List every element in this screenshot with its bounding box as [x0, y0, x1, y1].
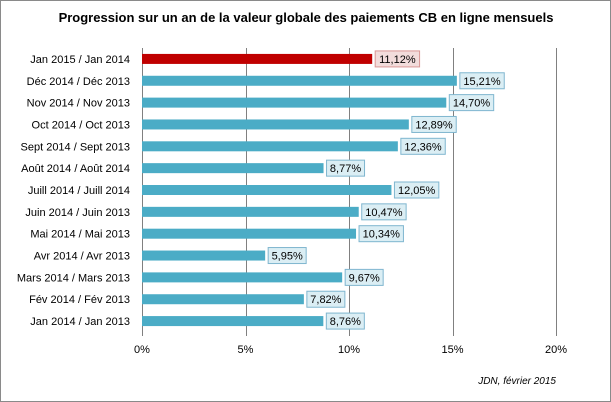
- category-label: Sept 2014 / Sept 2013: [21, 141, 130, 153]
- bar-4: [142, 141, 398, 152]
- category-label: Mai 2014 / Mai 2013: [30, 229, 130, 241]
- data-label: 8,77%: [330, 163, 361, 175]
- category-label: Oct 2014 / Oct 2013: [32, 119, 130, 131]
- data-label: 10,34%: [363, 229, 401, 241]
- data-label: 8,76%: [330, 316, 361, 328]
- data-label: 12,36%: [404, 141, 442, 153]
- category-label: Fév 2014 / Fév 2013: [29, 294, 130, 306]
- data-label-box: [374, 50, 421, 68]
- data-label: 14,70%: [453, 98, 491, 110]
- data-label: 9,67%: [349, 272, 380, 284]
- category-labels: Jan 2015 / Jan 2014 Déc 2014 / Déc 2013 No…: [17, 54, 130, 328]
- category-label: Déc 2014 / Déc 2013: [27, 76, 130, 88]
- data-label-box: [344, 268, 384, 286]
- bar-11: [142, 294, 304, 305]
- bar-1: [142, 75, 457, 86]
- data-label: 11,12%: [379, 54, 416, 66]
- data-label: 5,95%: [272, 251, 303, 263]
- category-label: Juin 2014 / Juin 2013: [25, 207, 130, 219]
- x-axis-ticks: 0% 5% 10% 15% 20%: [134, 344, 567, 356]
- data-label-box: [325, 312, 365, 330]
- data-label: 12,05%: [398, 185, 436, 197]
- source-note: JDN, février 2015: [477, 376, 556, 387]
- bar-0: [142, 53, 373, 64]
- bar-9: [142, 250, 266, 261]
- data-label-box: [448, 94, 495, 112]
- data-label: 15,21%: [463, 76, 501, 88]
- category-label: Avr 2014 / Avr 2013: [34, 251, 130, 263]
- data-label: 10,47%: [365, 207, 403, 219]
- data-label-box: [411, 115, 457, 133]
- data-label: 12,89%: [415, 119, 453, 131]
- x-tick-label: 0%: [134, 344, 150, 356]
- bars: [142, 53, 457, 327]
- bar-7: [142, 206, 359, 217]
- data-label-box: [393, 181, 440, 199]
- category-label: Jan 2014 / Jan 2013: [30, 316, 130, 328]
- data-labels: 11,12% 15,21% 14,70%12,89% 12,36% 8,77% 12,05…: [267, 50, 505, 330]
- data-label-box: [326, 159, 366, 177]
- chart-title: Progression sur un an de la valeur globa…: [59, 10, 554, 25]
- data-label: 7,82%: [310, 294, 341, 306]
- bar-3: [142, 119, 409, 130]
- data-label-box: [361, 203, 407, 221]
- data-label-box: [267, 247, 307, 265]
- category-label: Juill 2014 / Juill 2014: [28, 185, 130, 197]
- category-label: Jan 2015 / Jan 2014: [30, 54, 130, 66]
- bar-5: [142, 163, 324, 174]
- x-tick-label: 20%: [545, 344, 567, 356]
- bar-12: [142, 316, 324, 327]
- bar-10: [142, 272, 343, 283]
- x-tick-label: 5%: [238, 344, 254, 356]
- category-label: Août 2014 / Août 2014: [21, 163, 130, 175]
- data-label-box: [400, 137, 446, 155]
- data-label-box: [358, 225, 404, 243]
- category-label: Mars 2014 / Mars 2013: [17, 272, 130, 284]
- data-label-box: [306, 290, 346, 308]
- category-label: Nov 2014 / Nov 2013: [27, 98, 130, 110]
- data-label-box: [459, 72, 505, 90]
- x-tick-label: 15%: [441, 344, 463, 356]
- bar-8: [142, 228, 357, 239]
- bar-2: [142, 97, 447, 108]
- bar-6: [142, 185, 392, 195]
- x-tick-label: 10%: [338, 344, 360, 356]
